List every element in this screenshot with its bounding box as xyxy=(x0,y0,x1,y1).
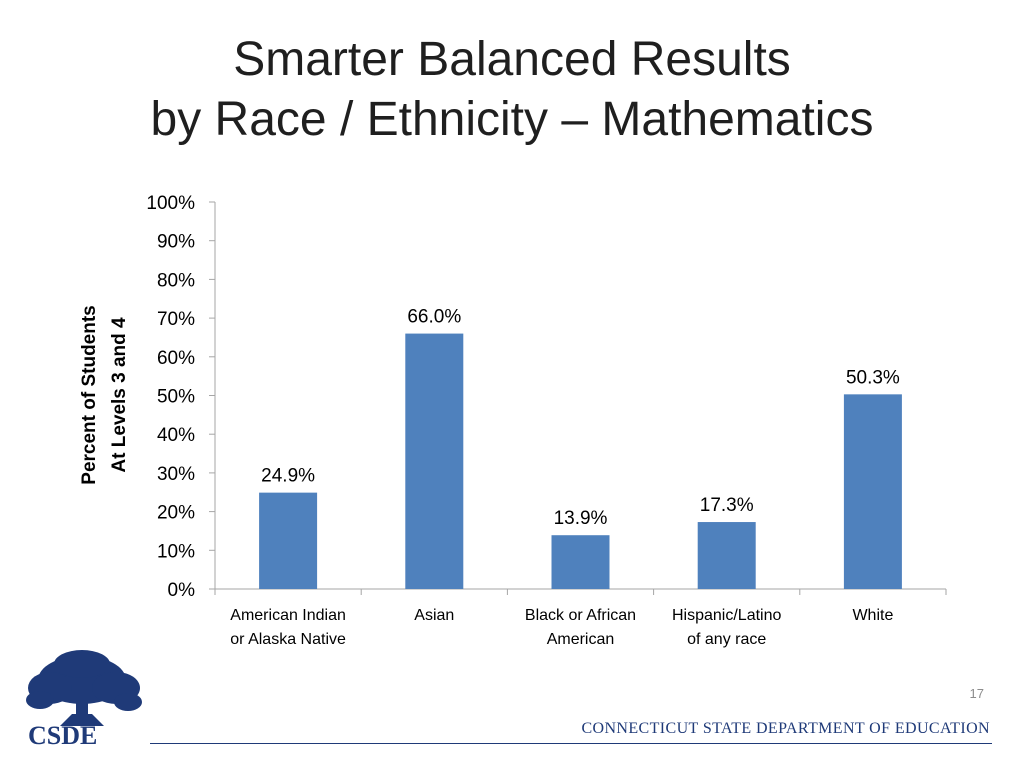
x-category-label: or Alaska Native xyxy=(230,631,346,648)
y-axis-title-line: Percent of Students xyxy=(79,305,100,484)
title-line-2: by Race / Ethnicity – Mathematics xyxy=(150,93,874,146)
y-tick-label: 80% xyxy=(157,270,195,291)
data-label: 24.9% xyxy=(261,466,315,487)
y-tick-label: 20% xyxy=(157,503,195,524)
y-tick-label: 0% xyxy=(168,580,196,601)
bar xyxy=(551,535,610,589)
y-tick-label: 100% xyxy=(146,193,195,214)
y-tick-label: 70% xyxy=(157,309,195,330)
bar xyxy=(697,522,756,589)
y-tick-label: 40% xyxy=(157,425,195,446)
footer-department: CONNECTICUT STATE DEPARTMENT OF EDUCATIO… xyxy=(581,720,990,737)
y-tick-label: 10% xyxy=(157,541,195,562)
x-category-label: White xyxy=(852,607,893,624)
y-tick-label: 30% xyxy=(157,464,195,485)
bar xyxy=(843,394,902,589)
y-axis-title-line: At Levels 3 and 4 xyxy=(109,317,130,473)
y-tick-label: 90% xyxy=(157,232,195,253)
y-tick-label: 60% xyxy=(157,348,195,369)
csde-logo: CSDE xyxy=(26,650,142,748)
bar-chart: 0% 10% 20% 30% 40% 50% 60% 70% 80% 90% 100% 24.9% Am… xyxy=(79,193,947,648)
y-axis-title: Percent of Students At Levels 3 and 4 xyxy=(79,305,130,484)
footer-divider xyxy=(150,743,992,744)
bar xyxy=(405,333,464,589)
x-category-label: American Indian xyxy=(230,607,346,624)
data-label: 17.3% xyxy=(700,495,754,516)
title-line-1: Smarter Balanced Results xyxy=(233,33,791,86)
tree-icon xyxy=(26,650,142,726)
y-tick-label: 50% xyxy=(157,387,195,408)
x-category-label: American xyxy=(547,631,615,648)
x-category-label: Hispanic/Latino xyxy=(672,607,782,624)
data-label: 66.0% xyxy=(407,307,461,328)
x-category-label: Asian xyxy=(414,607,454,624)
logo-text: CSDE xyxy=(28,721,97,748)
page-number: 17 xyxy=(969,686,984,701)
x-category-label: Black or African xyxy=(525,607,636,624)
bar xyxy=(259,492,318,589)
x-category-label: of any race xyxy=(687,631,766,648)
data-label: 50.3% xyxy=(846,367,900,388)
data-label: 13.9% xyxy=(554,508,608,529)
slide-title: Smarter Balanced Results by Race / Ethni… xyxy=(0,30,1024,150)
